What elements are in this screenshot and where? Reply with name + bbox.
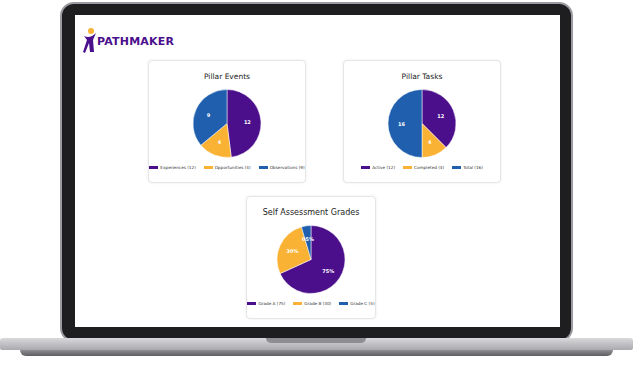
html-text:Experiences (12): Experiences (12): [160, 165, 196, 170]
html-text:Grade B (30): Grade B (30): [304, 301, 332, 306]
svg-text:12: 12: [244, 119, 251, 125]
html-text:Active (12): Active (12): [372, 165, 395, 170]
svg-text:05%: 05%: [302, 236, 314, 242]
html-text:Total (16): Total (16): [463, 165, 483, 170]
svg-text:4: 4: [218, 139, 222, 145]
html-text:Grade C (5): Grade C (5): [350, 301, 375, 306]
html-text:Opportunities (4): Opportunities (4): [214, 165, 251, 170]
html-text:Observations (9): Observations (9): [269, 165, 305, 170]
svg-text:9: 9: [207, 112, 211, 118]
html-text:Pillar Events: Pillar Events: [204, 72, 250, 81]
html-text:Completed (4): Completed (4): [414, 165, 445, 170]
svg-text:75%: 75%: [322, 268, 334, 274]
svg-text:16: 16: [398, 121, 405, 127]
svg-text:4: 4: [428, 139, 432, 145]
html-text:Grade A (75): Grade A (75): [258, 301, 286, 306]
html-text:PATHMAKER: PATHMAKER: [97, 35, 175, 48]
svg-text:30%: 30%: [286, 248, 298, 254]
html-text:Self Assessment Grades: Self Assessment Grades: [262, 208, 360, 217]
html-text:Pillar Tasks: Pillar Tasks: [401, 72, 443, 81]
svg-text:12: 12: [437, 113, 444, 119]
